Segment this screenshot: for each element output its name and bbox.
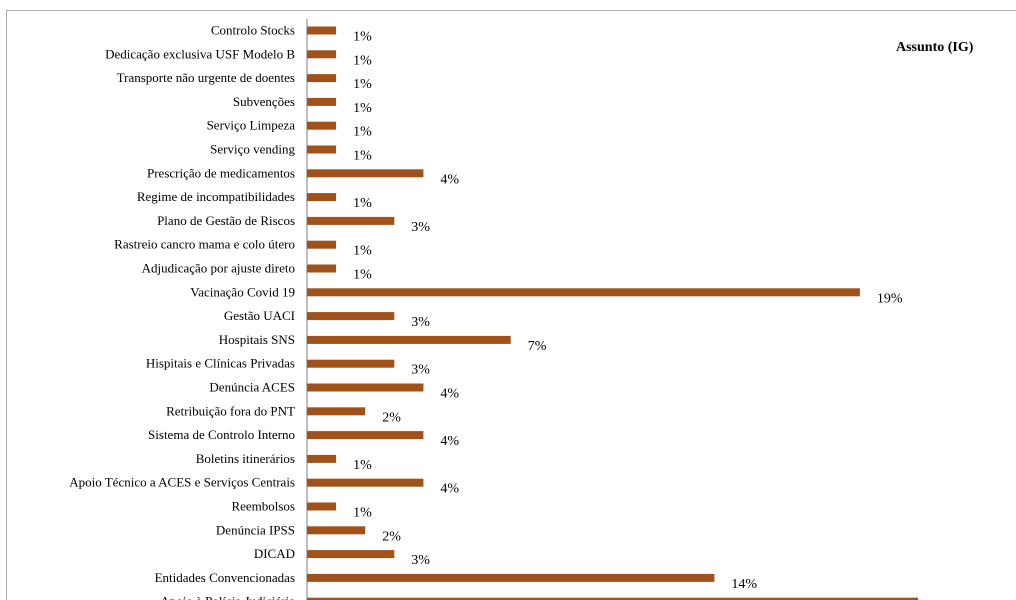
data-label: 4% (440, 482, 459, 497)
data-label: 3% (411, 315, 430, 330)
bar (307, 240, 337, 249)
data-label: 1% (353, 77, 372, 92)
category-label: Hispitais e Clínicas Privadas (146, 356, 295, 371)
bar (307, 526, 366, 535)
bar (307, 216, 395, 225)
data-label: 7% (528, 339, 547, 354)
bar (307, 478, 424, 487)
data-label: 1% (353, 458, 372, 473)
bar (307, 50, 337, 59)
data-label: 1% (353, 244, 372, 259)
bar (307, 74, 337, 83)
category-label: Serviço vending (210, 142, 295, 157)
data-label: 1% (353, 30, 372, 45)
bar (307, 454, 337, 463)
bar (307, 597, 919, 600)
data-label: 1% (353, 101, 372, 116)
bar (307, 97, 337, 106)
category-label: Entidades Convencionadas (155, 570, 295, 585)
bar (307, 264, 337, 273)
category-label: Boletins itinerários (196, 451, 295, 466)
category-label: Hospitais SNS (219, 332, 295, 347)
data-label: 1% (353, 53, 372, 68)
data-label: 19% (877, 291, 903, 306)
category-label: Subvenções (233, 94, 295, 109)
category-label: Regime de incompatibilidades (137, 189, 295, 204)
category-label: Denúncia IPSS (216, 522, 295, 537)
data-label: 14% (731, 577, 757, 592)
bar (307, 169, 424, 178)
category-label: Apoio à Polícia Judiciária (160, 594, 295, 600)
bar (307, 502, 337, 511)
bar (307, 431, 424, 440)
category-label: Dedicação exclusiva USF Modelo B (105, 46, 295, 61)
data-label: 3% (411, 363, 430, 378)
category-label: Plano de Gestão de Riscos (157, 213, 295, 228)
category-label: Vacinação Covid 19 (190, 284, 295, 299)
data-label: 4% (440, 387, 459, 402)
category-label: Transporte não urgente de doentes (117, 70, 295, 85)
data-label: 1% (353, 196, 372, 211)
category-label: Reembolsos (231, 499, 295, 514)
data-label: 3% (411, 553, 430, 568)
category-label: Rastreio cancro mama e colo útero (114, 237, 295, 252)
bar (307, 407, 366, 416)
data-label: 4% (440, 172, 459, 187)
category-label: Controlo Stocks (211, 23, 295, 38)
data-label: 1% (353, 149, 372, 164)
category-label: Apoio Técnico a ACES e Serviços Centrais (69, 475, 295, 490)
category-label: Denúncia ACES (209, 380, 295, 395)
data-label: 3% (411, 220, 430, 235)
data-label: 1% (353, 268, 372, 283)
bar (307, 550, 395, 559)
data-label: 1% (353, 506, 372, 521)
category-label: Retribuição fora do PNT (166, 403, 295, 418)
bar (307, 145, 337, 154)
bar (307, 359, 395, 368)
bar (307, 121, 337, 130)
chart-title: Assunto (IG) (896, 40, 974, 55)
data-label: 1% (353, 125, 372, 140)
chart-area (6, 10, 1016, 600)
data-label: 2% (382, 410, 401, 425)
bar (307, 573, 715, 582)
data-label: 4% (440, 434, 459, 449)
bar (307, 193, 337, 202)
category-label: Adjudicação por ajuste direto (142, 261, 295, 276)
bar (307, 288, 860, 297)
data-label: 2% (382, 529, 401, 544)
bar (307, 312, 395, 321)
bar (307, 383, 424, 392)
category-label: Serviço Limpeza (207, 118, 296, 133)
category-label: DICAD (254, 546, 295, 561)
bar (307, 335, 511, 344)
bar (307, 26, 337, 35)
category-label: Prescrição de medicamentos (147, 165, 295, 180)
category-label: Sistema de Controlo Interno (148, 427, 295, 442)
category-label: Gestão UACI (224, 308, 295, 323)
